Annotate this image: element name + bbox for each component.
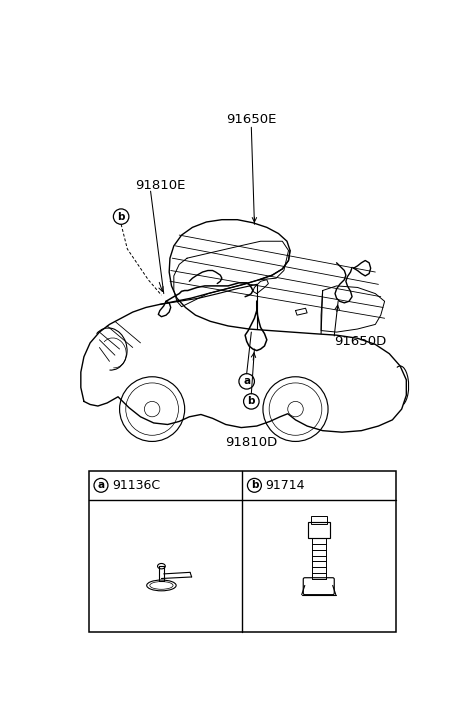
Bar <box>88 470 396 632</box>
Text: b: b <box>117 212 125 222</box>
Text: b: b <box>251 481 258 490</box>
Text: 91714: 91714 <box>265 479 305 492</box>
Text: 91810D: 91810D <box>225 436 278 449</box>
Text: 91650D: 91650D <box>334 335 386 348</box>
Text: a: a <box>243 377 250 386</box>
Text: b: b <box>247 396 255 406</box>
Text: 91136C: 91136C <box>112 479 160 492</box>
Text: a: a <box>97 481 105 490</box>
Text: 91810E: 91810E <box>135 180 185 193</box>
Text: 91650E: 91650E <box>226 113 277 126</box>
